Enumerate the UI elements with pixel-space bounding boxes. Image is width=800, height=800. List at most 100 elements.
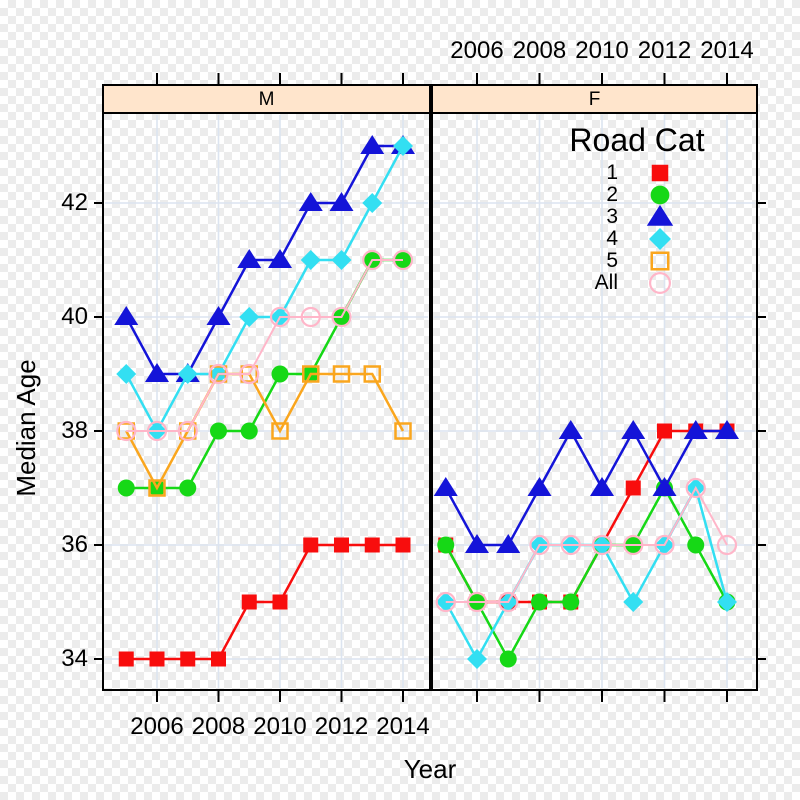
- marker-open-square: [363, 365, 381, 383]
- open-circle-legend-icon: [649, 272, 671, 294]
- top-tick-label: 2010: [575, 37, 629, 64]
- legend-entry-label: 1: [606, 161, 618, 184]
- legend-entry-label: All: [594, 271, 618, 294]
- marker-open-square: [271, 422, 289, 440]
- y-tick-label: 42: [61, 189, 88, 216]
- y-tick-label: 40: [61, 303, 88, 330]
- marker-filled-diamond: [362, 193, 383, 213]
- top-tick-label: 2008: [512, 37, 567, 64]
- filled-square-legend-icon: [651, 164, 669, 182]
- marker-open-circle: [649, 272, 671, 294]
- marker-filled-square: [241, 594, 257, 610]
- marker-filled-triangle: [527, 477, 552, 496]
- marker-filled-triangle: [114, 306, 139, 325]
- marker-filled-diamond: [393, 136, 413, 156]
- marker-open-circle: [654, 534, 675, 556]
- marker-open-circle: [591, 534, 613, 556]
- y-tick-label: 34: [61, 645, 88, 672]
- marker-filled-triangle: [558, 420, 583, 439]
- top-tick-label: 2012: [637, 37, 692, 64]
- marker-filled-square: [118, 651, 134, 667]
- panel-border-m: [102, 112, 431, 691]
- marker-filled-square: [395, 537, 411, 553]
- series-2-panel-f: [437, 479, 736, 668]
- marker-filled-square: [334, 537, 349, 553]
- marker-filled-triangle: [590, 477, 614, 496]
- bottom-tick-label: 2006: [130, 713, 184, 740]
- marker-open-circle: [146, 420, 168, 442]
- marker-filled-circle: [271, 365, 289, 383]
- series-line-All: [445, 485, 728, 603]
- y-axis-title: Median Age: [11, 359, 41, 497]
- marker-filled-diamond: [623, 592, 644, 612]
- marker-filled-triangle: [683, 420, 708, 439]
- marker-filled-circle: [499, 650, 517, 668]
- bottom-tick-label: 2010: [253, 713, 307, 740]
- series-line-3: [125, 144, 403, 376]
- x-axis-title: Year: [403, 754, 457, 784]
- marker-filled-square: [657, 423, 672, 439]
- marker-filled-triangle: [715, 420, 739, 439]
- marker-open-circle: [560, 534, 581, 556]
- marker-filled-circle: [240, 422, 258, 440]
- marker-filled-triangle: [621, 420, 646, 439]
- series-line-4: [125, 145, 405, 434]
- marker-filled-square: [272, 594, 288, 610]
- series-4-panel-m: [116, 136, 413, 441]
- series-line-All: [126, 259, 403, 432]
- marker-open-circle: [435, 591, 456, 613]
- series-line-5: [125, 372, 405, 491]
- marker-open-circle: [623, 534, 644, 556]
- series-line-1: [126, 543, 403, 661]
- legend-entry-label: 4: [606, 227, 618, 250]
- marker-filled-square: [180, 651, 196, 667]
- series-All-panel-m: [116, 249, 414, 442]
- marker-open-circle: [498, 591, 519, 613]
- series-1-panel-f: [438, 423, 735, 610]
- marker-filled-triangle: [652, 477, 677, 496]
- series-line-3: [444, 428, 727, 547]
- marker-filled-square: [651, 164, 669, 182]
- bottom-tick-label: 2008: [191, 713, 246, 740]
- marker-filled-diamond: [177, 364, 198, 384]
- marker-filled-triangle: [646, 204, 674, 226]
- series-5-panel-m: [117, 365, 412, 497]
- panel-strip-m-label: M: [258, 89, 275, 110]
- marker-filled-circle: [437, 536, 455, 554]
- marker-open-square: [332, 365, 351, 383]
- panel-strip-f: [431, 84, 758, 114]
- marker-filled-triangle: [329, 192, 354, 211]
- marker-filled-triangle: [433, 477, 458, 496]
- marker-filled-diamond: [649, 228, 671, 250]
- marker-filled-diamond: [331, 250, 352, 270]
- marker-open-square: [650, 251, 670, 271]
- marker-open-circle: [177, 420, 198, 442]
- legend-title: Road Cat: [569, 122, 705, 158]
- marker-filled-triangle: [360, 135, 385, 154]
- marker-open-square: [148, 479, 166, 497]
- marker-open-square: [302, 365, 320, 383]
- marker-open-circle: [208, 363, 229, 385]
- series-All-panel-f: [435, 477, 738, 613]
- legend-entry-label: 3: [606, 205, 618, 228]
- top-tick-label: 2006: [450, 37, 504, 64]
- marker-filled-diamond: [717, 592, 737, 612]
- top-tick-label: 2014: [700, 37, 754, 64]
- marker-filled-circle: [179, 479, 197, 497]
- marker-filled-circle: [562, 593, 580, 611]
- panel-strip-f-label: F: [588, 89, 601, 110]
- marker-open-circle: [362, 249, 383, 271]
- legend-entry-label: 5: [606, 249, 618, 272]
- marker-filled-triangle: [145, 363, 169, 382]
- marker-filled-square: [303, 537, 319, 553]
- filled-circle-legend-icon: [650, 185, 670, 205]
- marker-filled-circle: [117, 479, 135, 497]
- y-tick-label: 36: [61, 531, 88, 558]
- marker-filled-circle: [687, 536, 705, 554]
- marker-filled-square: [149, 651, 165, 667]
- marker-filled-triangle: [206, 306, 231, 325]
- y-tick-label: 38: [61, 417, 88, 444]
- filled-triangle-legend-icon: [646, 204, 674, 226]
